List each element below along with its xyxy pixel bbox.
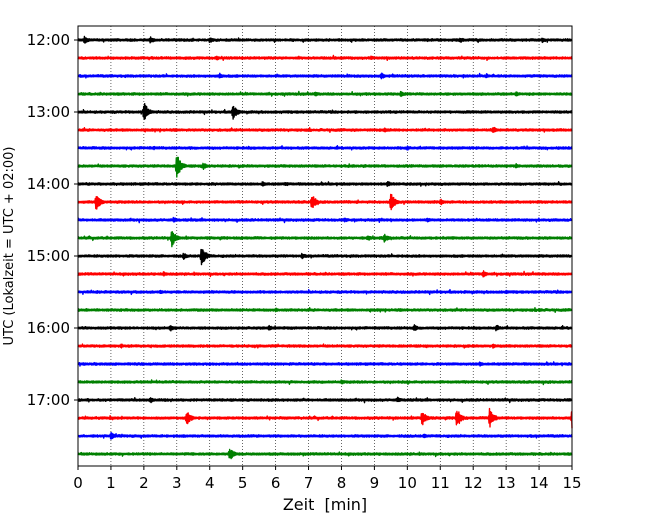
x-tick-label: 3 <box>172 474 182 492</box>
x-tick-label: 15 <box>562 474 581 492</box>
trace-line <box>77 448 573 460</box>
trace-line <box>77 361 573 367</box>
trace-line <box>77 193 573 211</box>
trace-line <box>77 231 573 248</box>
trace-line <box>77 379 573 386</box>
trace-line <box>77 144 573 151</box>
y-tick-label: 12:00 <box>27 31 70 49</box>
trace-line <box>77 72 573 80</box>
x-tick-label: 13 <box>497 474 516 492</box>
x-tick-label: 0 <box>73 474 83 492</box>
x-tick-label: 6 <box>271 474 281 492</box>
x-tick-label: 7 <box>304 474 314 492</box>
trace-line <box>77 288 573 296</box>
trace-line <box>77 396 573 404</box>
x-tick-label: 5 <box>238 474 248 492</box>
trace-line <box>77 90 573 98</box>
y-tick-label: 15:00 <box>27 247 70 265</box>
trace-line <box>77 54 573 62</box>
trace-line <box>77 248 573 266</box>
y-tick-label: 17:00 <box>27 391 70 409</box>
trace-line <box>77 35 573 44</box>
x-axis-label: Zeit [min] <box>283 495 367 514</box>
x-tick-label: 12 <box>464 474 483 492</box>
trace-line <box>77 216 573 224</box>
y-tick-label: 16:00 <box>27 319 70 337</box>
trace-line <box>77 431 573 440</box>
x-tick-label: 14 <box>530 474 549 492</box>
trace-line <box>77 270 573 278</box>
y-tick-label: 14:00 <box>27 175 70 193</box>
trace-line <box>77 343 573 349</box>
trace-line <box>77 324 573 332</box>
x-tick-label: 9 <box>370 474 380 492</box>
tick-layer: 0 1 2 3 4 5 6 7 8 9 10 11 12 13 14 1512:0013:0014:0015:… <box>27 31 582 492</box>
x-tick-label: 1 <box>106 474 116 492</box>
trace-layer <box>77 35 573 460</box>
trace-line <box>77 181 573 187</box>
trace-line <box>77 407 573 429</box>
x-tick-label: 2 <box>139 474 149 492</box>
x-tick-label: 4 <box>205 474 215 492</box>
x-tick-label: 11 <box>431 474 450 492</box>
y-tick-label: 13:00 <box>27 103 70 121</box>
plot-frame <box>77 25 573 467</box>
grid-layer <box>110 26 540 466</box>
trace-line <box>77 306 573 314</box>
trace-line <box>77 156 573 178</box>
x-tick-label: 8 <box>337 474 347 492</box>
y-axis-label: UTC (Lokalzeit = UTC + 02:00) <box>2 147 17 346</box>
trace-line <box>77 103 573 121</box>
x-tick-label: 10 <box>398 474 417 492</box>
trace-line <box>77 126 573 134</box>
